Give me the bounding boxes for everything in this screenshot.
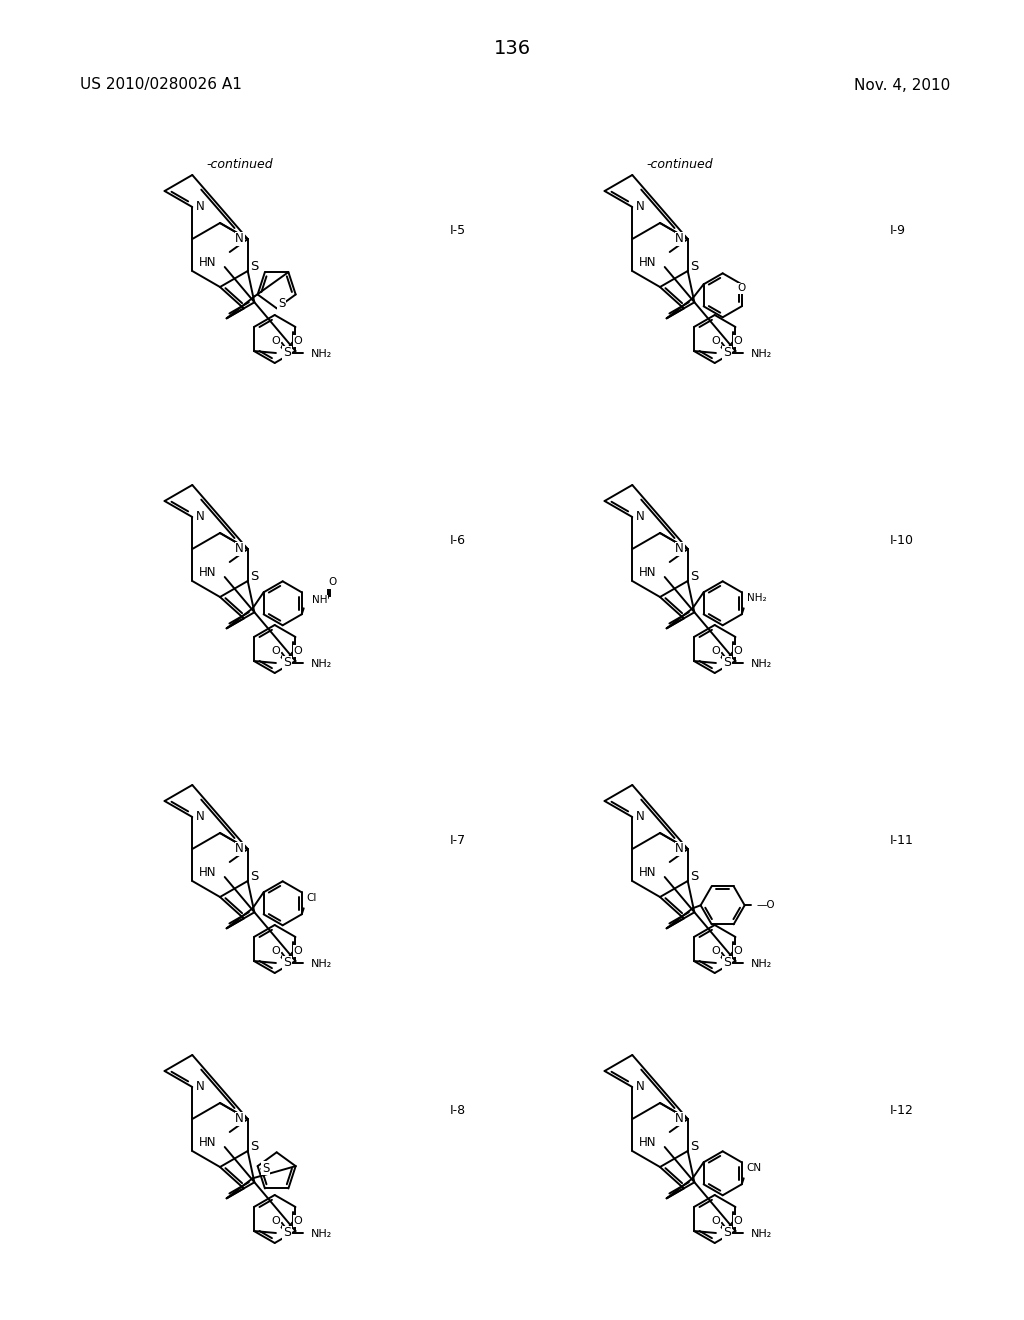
Text: S: S [283, 656, 291, 669]
Text: O: O [733, 645, 742, 656]
Text: N: N [636, 1081, 645, 1093]
Text: O: O [271, 645, 281, 656]
Text: Nov. 4, 2010: Nov. 4, 2010 [854, 78, 950, 92]
Text: N: N [636, 201, 645, 214]
Text: -continued: -continued [647, 158, 714, 172]
Text: CN: CN [746, 1163, 762, 1173]
Text: NH₂: NH₂ [751, 960, 772, 969]
Text: N: N [676, 842, 684, 855]
Text: HN: HN [639, 256, 656, 269]
Text: S: S [723, 656, 731, 669]
Text: N: N [636, 511, 645, 524]
Text: O: O [271, 946, 281, 956]
Text: HN: HN [639, 566, 656, 579]
Text: I-5: I-5 [450, 223, 466, 236]
Text: N: N [676, 232, 684, 246]
Text: I-9: I-9 [890, 223, 906, 236]
Text: O: O [733, 1216, 742, 1226]
Text: HN: HN [639, 866, 656, 879]
Text: S: S [723, 1226, 731, 1239]
Text: N: N [236, 842, 244, 855]
Text: N: N [236, 543, 244, 556]
Text: NH: NH [311, 595, 328, 606]
Text: N: N [676, 1113, 684, 1126]
Text: O: O [294, 946, 302, 956]
Text: I-7: I-7 [450, 833, 466, 846]
Text: NH₂: NH₂ [751, 1229, 772, 1239]
Text: O: O [712, 337, 720, 346]
Text: HN: HN [200, 866, 217, 879]
Text: 136: 136 [494, 38, 530, 58]
Text: S: S [283, 346, 291, 359]
Text: O: O [271, 1216, 281, 1226]
Text: N: N [196, 810, 205, 824]
Text: S: S [278, 297, 286, 310]
Text: I-11: I-11 [890, 833, 913, 846]
Text: NH₂: NH₂ [311, 659, 332, 669]
Text: S: S [723, 346, 731, 359]
Text: S: S [283, 957, 291, 969]
Text: NH₂: NH₂ [751, 348, 772, 359]
Text: N: N [196, 1081, 205, 1093]
Text: HN: HN [639, 1137, 656, 1150]
Text: O: O [294, 337, 302, 346]
Text: HN: HN [200, 256, 217, 269]
Text: S: S [251, 260, 259, 272]
Text: NH₂: NH₂ [311, 1229, 332, 1239]
Text: I-8: I-8 [450, 1104, 466, 1117]
Text: S: S [690, 870, 699, 883]
Text: O: O [329, 577, 337, 587]
Text: O: O [712, 946, 720, 956]
Text: NH₂: NH₂ [751, 659, 772, 669]
Text: S: S [690, 260, 699, 272]
Text: S: S [251, 1139, 259, 1152]
Text: I-12: I-12 [890, 1104, 913, 1117]
Text: S: S [723, 957, 731, 969]
Text: N: N [636, 810, 645, 824]
Text: O: O [712, 1216, 720, 1226]
Text: Cl: Cl [307, 894, 317, 903]
Text: N: N [196, 511, 205, 524]
Text: S: S [283, 1226, 291, 1239]
Text: HN: HN [200, 566, 217, 579]
Text: I-10: I-10 [890, 533, 914, 546]
Text: —O: —O [757, 900, 775, 911]
Text: S: S [251, 569, 259, 582]
Text: NH₂: NH₂ [311, 960, 332, 969]
Text: O: O [271, 337, 281, 346]
Text: I-6: I-6 [450, 533, 466, 546]
Text: N: N [236, 1113, 244, 1126]
Text: O: O [712, 645, 720, 656]
Text: S: S [690, 569, 699, 582]
Text: N: N [196, 201, 205, 214]
Text: US 2010/0280026 A1: US 2010/0280026 A1 [80, 78, 242, 92]
Text: O: O [737, 284, 745, 293]
Text: HN: HN [200, 1137, 217, 1150]
Text: O: O [294, 645, 302, 656]
Text: NH₂: NH₂ [746, 593, 766, 603]
Text: S: S [690, 1139, 699, 1152]
Text: N: N [236, 232, 244, 246]
Text: O: O [294, 1216, 302, 1226]
Text: O: O [733, 946, 742, 956]
Text: O: O [733, 337, 742, 346]
Text: NH₂: NH₂ [311, 348, 332, 359]
Text: -continued: -continued [207, 158, 273, 172]
Text: N: N [676, 543, 684, 556]
Text: S: S [251, 870, 259, 883]
Text: S: S [262, 1162, 269, 1175]
